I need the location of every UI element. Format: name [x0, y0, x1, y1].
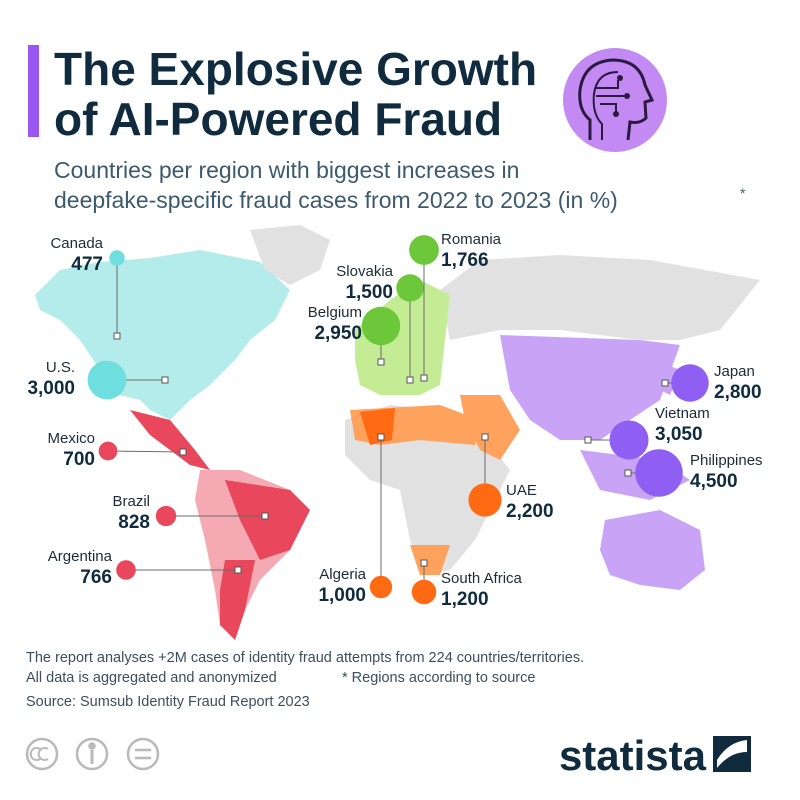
country-name: Slovakia: [336, 263, 393, 280]
country-name: South Africa: [441, 570, 523, 587]
bubble: [609, 420, 649, 460]
ai-icon: [563, 48, 667, 152]
brand: statista: [559, 732, 707, 779]
leader-end: [481, 433, 489, 441]
country-value: 3,050: [655, 424, 703, 445]
country-name: Belgium: [308, 304, 362, 321]
leader-end: [377, 358, 385, 366]
leader-end: [661, 379, 669, 387]
leader-end: [113, 332, 121, 340]
subtitle-line: Countries per region with biggest increa…: [54, 157, 519, 183]
country-value: 700: [63, 449, 95, 470]
leader-end: [261, 512, 269, 520]
country-value: 4,500: [690, 471, 738, 492]
brand-logo: [713, 736, 751, 772]
country-value: 1,500: [345, 282, 393, 303]
leader-line: [107, 450, 184, 453]
leader-end: [161, 376, 169, 384]
country-name: UAE: [506, 482, 537, 499]
footnote: The report analyses +2M cases of identit…: [26, 650, 584, 666]
country-name: Vietnam: [655, 405, 710, 422]
leader-end: [179, 448, 187, 456]
leader-end: [624, 469, 632, 477]
footnote: * Regions according to source: [342, 670, 535, 686]
country-name: Brazil: [112, 493, 150, 510]
country-value: 2,200: [506, 501, 554, 522]
country-name: Philippines: [690, 452, 763, 469]
country-value: 2,800: [714, 382, 762, 403]
bubble: [411, 579, 437, 605]
leader-end: [234, 566, 242, 574]
bubble: [396, 274, 424, 302]
country-value: 1,200: [441, 589, 489, 610]
accent-bar: [28, 45, 39, 137]
country-value: 3,000: [27, 378, 75, 399]
country-name: Canada: [50, 235, 103, 252]
country-value: 477: [71, 254, 103, 275]
bubble: [87, 360, 127, 400]
country-name: Argentina: [48, 548, 113, 565]
bubble: [116, 560, 136, 580]
bubble: [98, 441, 118, 461]
country-name: Japan: [714, 363, 755, 380]
country-name: Romania: [441, 231, 502, 248]
title-line: of AI-Powered Fraud: [54, 93, 502, 145]
world-map: [35, 225, 760, 640]
leader-end: [584, 436, 592, 444]
bubble: [635, 449, 683, 497]
bubble: [155, 505, 177, 527]
leader-end: [377, 433, 385, 441]
leader-end: [420, 374, 428, 382]
bubble: [409, 235, 439, 265]
country-name: Mexico: [47, 430, 95, 447]
country-name: U.S.: [46, 359, 75, 376]
license-icons: [25, 737, 160, 771]
bubble: [468, 483, 502, 517]
leader-end: [420, 559, 428, 567]
country-pins: Canada 477 U.S. 3,000 Mexico 700 Brazil 828 Arge…: [27, 231, 762, 610]
country-value: 766: [80, 567, 112, 588]
country-name: Algeria: [319, 566, 366, 583]
source: Source: Sumsub Identity Fraud Report 202…: [26, 694, 310, 710]
title-line: The Explosive Growth: [54, 43, 537, 95]
country-value: 1,766: [441, 250, 489, 271]
subtitle-line: deepfake-specific fraud cases from 2022 …: [54, 187, 618, 213]
country-value: 828: [118, 512, 150, 533]
bubble: [361, 306, 401, 346]
country-value: 1,000: [318, 585, 366, 606]
bubble: [109, 250, 125, 266]
subtitle-mark: *: [740, 185, 746, 201]
bubble: [369, 575, 393, 599]
leader-end: [406, 376, 414, 384]
bubble: [671, 364, 709, 402]
country-value: 2,950: [314, 323, 362, 344]
footnote: All data is aggregated and anonymized: [26, 670, 277, 686]
